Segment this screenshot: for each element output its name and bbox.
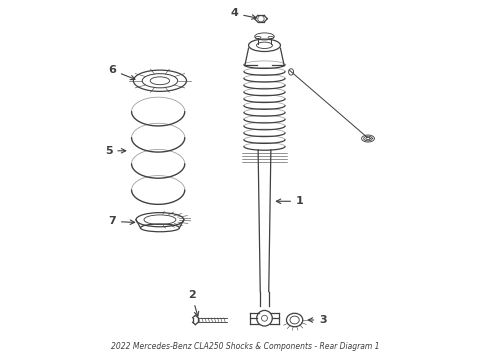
Text: 1: 1 [276,196,304,206]
Text: 7: 7 [108,216,135,226]
Text: 2: 2 [188,290,199,316]
Text: 5: 5 [105,146,126,156]
Text: 3: 3 [308,315,327,325]
Text: 6: 6 [108,65,135,80]
Text: 2022 Mercedes-Benz CLA250 Shocks & Components - Rear Diagram 1: 2022 Mercedes-Benz CLA250 Shocks & Compo… [111,342,379,351]
Text: 4: 4 [230,8,256,19]
